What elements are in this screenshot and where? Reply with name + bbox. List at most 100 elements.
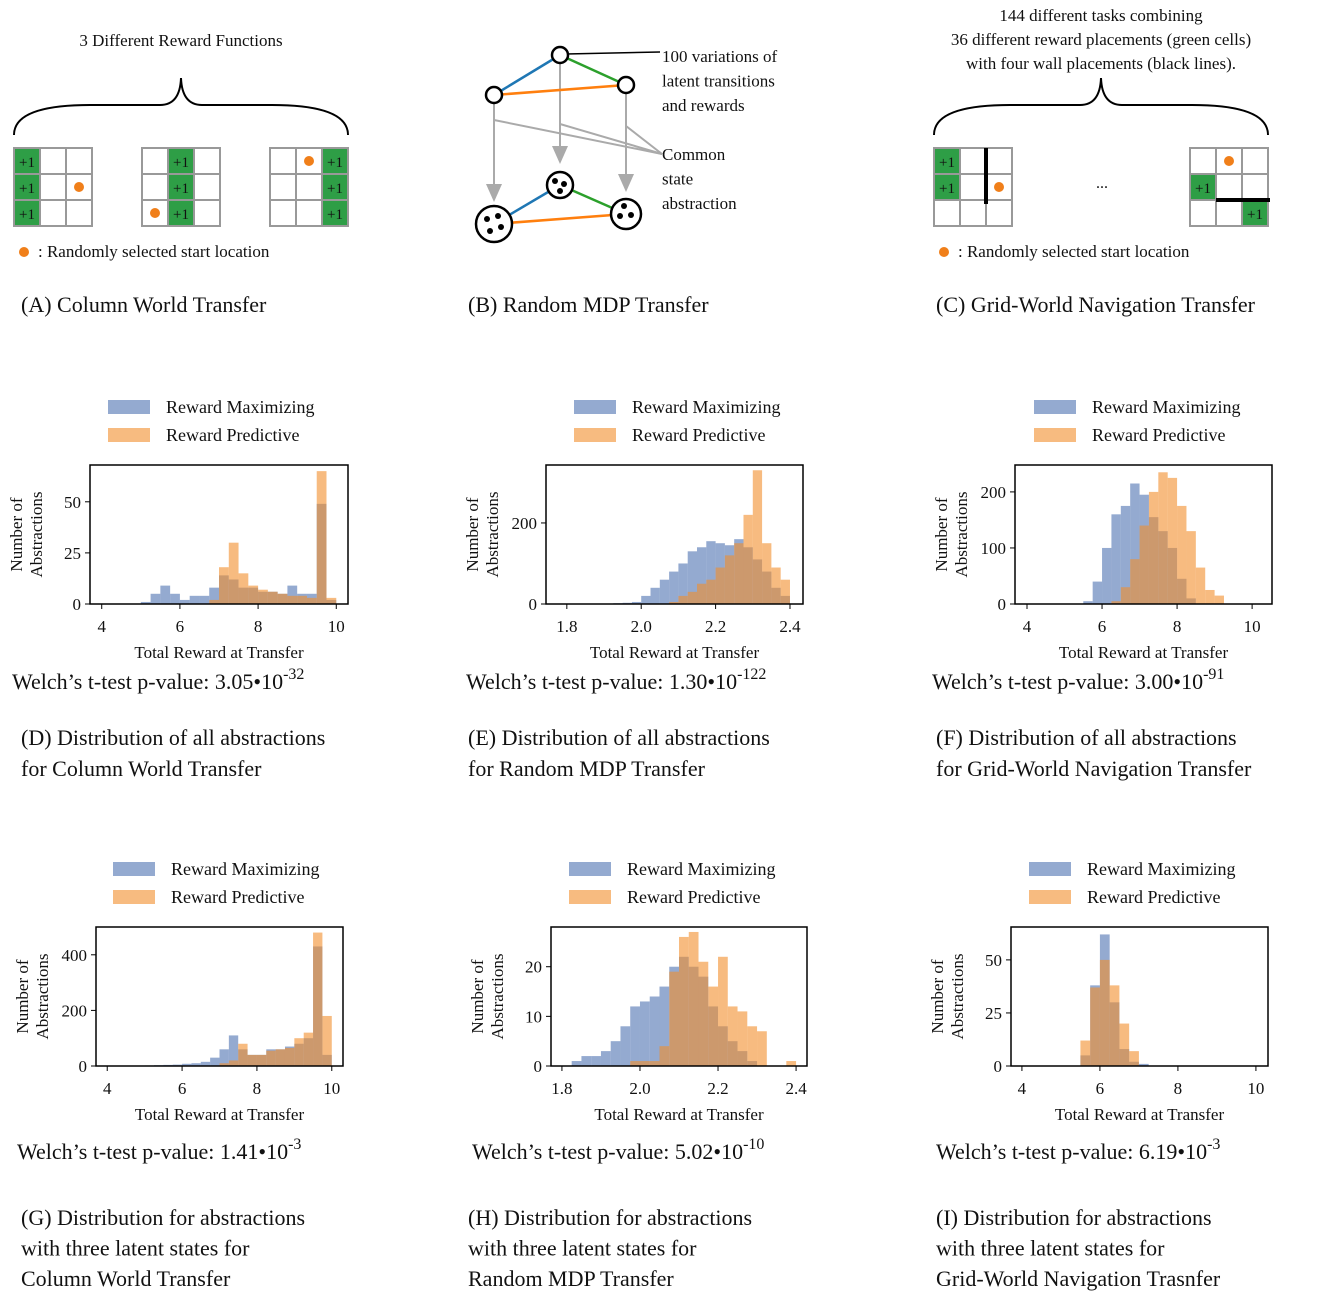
y-tick-label: 20 <box>525 958 542 977</box>
x-tick-label: 4 <box>97 617 106 636</box>
legend-swatch <box>108 428 150 442</box>
x-axis-label: Total Reward at Transfer <box>135 1105 305 1124</box>
x-tick-label: 2.0 <box>629 1079 650 1098</box>
bar <box>257 1055 266 1066</box>
x-tick-label: 6 <box>178 1079 187 1098</box>
p-value-exponent: -3 <box>288 1136 301 1153</box>
p-value: Welch’s t-test p-value: 1.41•10-3 <box>17 1136 301 1164</box>
y-tick-label: 0 <box>79 1057 88 1076</box>
bar <box>1205 590 1214 604</box>
p-value-text: Welch’s t-test p-value: 3.05•10 <box>12 669 283 694</box>
start-dot <box>74 182 84 192</box>
panel-caption: with three latent states for <box>21 1236 250 1261</box>
abstraction-lines <box>494 64 662 190</box>
bar <box>1215 596 1224 604</box>
bar <box>747 1026 757 1066</box>
cell-label: +1 <box>327 155 343 171</box>
bar <box>190 596 200 604</box>
bar <box>762 543 771 604</box>
bar <box>669 972 679 1066</box>
bar <box>276 1049 285 1066</box>
y-axis-label: Abstractions <box>488 954 507 1040</box>
bar <box>210 1058 219 1066</box>
legend-swatch <box>1029 862 1071 876</box>
legend-text: : Randomly selected start location <box>38 242 270 261</box>
panel-caption: for Column World Transfer <box>21 756 262 781</box>
x-tick-label: 1.8 <box>556 617 577 636</box>
bar <box>1140 526 1149 604</box>
bar <box>620 1026 630 1066</box>
cell-label: +1 <box>939 155 955 171</box>
grid-cell <box>986 200 1012 226</box>
x-tick-label: 10 <box>323 1079 340 1098</box>
y-tick-label: 200 <box>512 514 538 533</box>
bar <box>258 590 268 604</box>
x-tick-label: 10 <box>1247 1079 1264 1098</box>
y-tick-label: 25 <box>64 544 81 563</box>
bar <box>317 471 327 604</box>
cell-label: +1 <box>173 207 189 223</box>
panel-caption: for Grid-World Navigation Transfer <box>936 756 1252 781</box>
grid-cell <box>934 200 960 226</box>
x-tick-label: 2.4 <box>785 1079 807 1098</box>
grid-cell <box>296 200 322 226</box>
bar <box>678 596 687 604</box>
legend-swatch <box>574 428 616 442</box>
bar <box>1168 478 1177 604</box>
bar <box>285 1048 294 1066</box>
bar <box>1130 559 1139 604</box>
start-dot <box>150 208 160 218</box>
y-tick-label: 0 <box>998 595 1007 614</box>
legend-swatch <box>1029 890 1071 904</box>
start-dot <box>994 182 1004 192</box>
legend-label: Reward Maximizing <box>1087 859 1235 879</box>
bar <box>239 573 249 604</box>
y-axis-label: Abstractions <box>948 954 967 1040</box>
bar <box>199 596 209 604</box>
legend-label: Reward Maximizing <box>1092 397 1240 417</box>
panel-caption: (G) Distribution for abstractions <box>21 1205 305 1230</box>
bar <box>1149 492 1158 604</box>
bar <box>708 987 718 1066</box>
bar <box>170 594 180 604</box>
x-tick-label: 6 <box>1096 1079 1105 1098</box>
bar <box>307 598 317 604</box>
annotation: abstraction <box>662 194 737 213</box>
grid-cell <box>1242 148 1268 174</box>
y-tick-label: 50 <box>985 951 1002 970</box>
bar <box>1100 960 1110 1066</box>
x-tick-label: 8 <box>254 617 263 636</box>
bar <box>669 572 678 604</box>
bar <box>716 568 725 604</box>
p-value-exponent: -3 <box>1207 1136 1220 1153</box>
grid-cell <box>1190 148 1216 174</box>
figure: 3 Different Reward Functions144 differen… <box>0 0 1325 1291</box>
p-value-text: Welch’s t-test p-value: 1.30•10 <box>466 669 737 694</box>
bar <box>1111 514 1120 604</box>
bar <box>313 933 322 1066</box>
bar <box>248 1055 257 1066</box>
grid-cell <box>960 148 986 174</box>
bar <box>738 1011 748 1066</box>
y-axis-label: Number of <box>932 497 951 571</box>
bar <box>771 568 780 604</box>
panel-caption: with three latent states for <box>936 1236 1165 1261</box>
y-tick-label: 0 <box>73 595 82 614</box>
legend-text: : Randomly selected start location <box>958 242 1190 261</box>
grid-cell <box>66 148 92 174</box>
x-tick-label: 6 <box>176 617 185 636</box>
bar <box>1110 985 1120 1066</box>
cell-label: +1 <box>173 181 189 197</box>
legend-swatch <box>1034 400 1076 414</box>
cell-label: +1 <box>19 181 35 197</box>
bar <box>268 592 278 604</box>
y-tick-label: 0 <box>529 595 538 614</box>
panel-caption: Grid-World Navigation Trasnfer <box>936 1266 1221 1291</box>
panel-caption: (D) Distribution of all abstractions <box>21 725 325 750</box>
page: 3 Different Reward Functions144 differen… <box>0 0 1325 1291</box>
bar <box>1119 1024 1129 1066</box>
legend-swatch <box>574 400 616 414</box>
grid-cell <box>142 174 168 200</box>
y-axis-label: Abstractions <box>483 492 502 578</box>
bar <box>294 1038 303 1066</box>
